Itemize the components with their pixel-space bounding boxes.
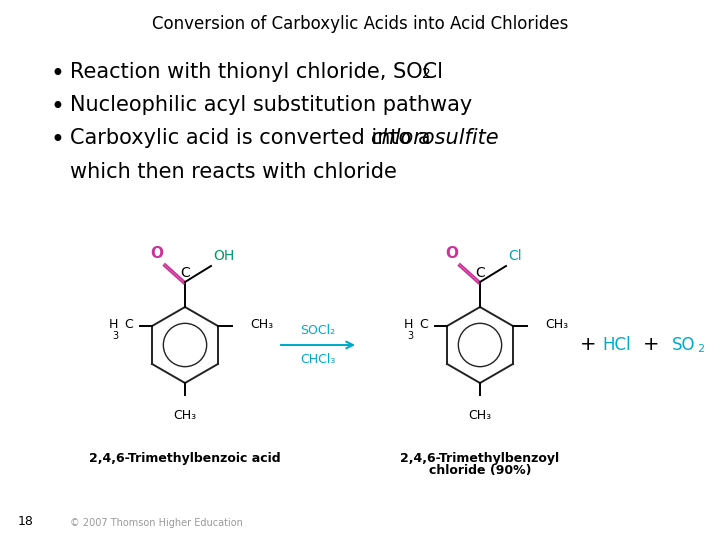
Text: C: C <box>419 319 428 332</box>
Text: •: • <box>50 128 64 152</box>
Text: 2,4,6-Trimethylbenzoic acid: 2,4,6-Trimethylbenzoic acid <box>89 452 281 465</box>
Text: 2: 2 <box>422 67 431 81</box>
Text: C: C <box>475 266 485 280</box>
Text: Reaction with thionyl chloride, SOCl: Reaction with thionyl chloride, SOCl <box>70 62 443 82</box>
Text: +: + <box>643 335 660 354</box>
Text: 2: 2 <box>697 344 704 354</box>
Text: Carboxylic acid is converted into a: Carboxylic acid is converted into a <box>70 128 437 148</box>
Text: SO: SO <box>672 336 696 354</box>
Text: chloride (90%): chloride (90%) <box>428 464 531 477</box>
Text: CH₃: CH₃ <box>174 409 197 422</box>
Text: •: • <box>50 95 64 119</box>
Text: H: H <box>404 319 413 332</box>
Text: •: • <box>50 62 64 86</box>
Text: 3: 3 <box>407 331 413 341</box>
Text: CHCl₃: CHCl₃ <box>300 353 336 366</box>
Text: H: H <box>109 319 118 332</box>
Text: 18: 18 <box>18 515 34 528</box>
Text: 3: 3 <box>112 331 118 341</box>
Text: 2,4,6-Trimethylbenzoyl: 2,4,6-Trimethylbenzoyl <box>400 452 559 465</box>
Text: CH₃: CH₃ <box>545 319 568 332</box>
Text: CH₃: CH₃ <box>469 409 492 422</box>
Text: HCl: HCl <box>603 336 631 354</box>
Text: C: C <box>180 266 190 280</box>
Text: which then reacts with chloride: which then reacts with chloride <box>70 162 397 182</box>
Text: Conversion of Carboxylic Acids into Acid Chlorides: Conversion of Carboxylic Acids into Acid… <box>152 15 568 33</box>
Text: SOCl₂: SOCl₂ <box>300 324 336 337</box>
Text: O: O <box>150 246 163 261</box>
Text: Nucleophilic acyl substitution pathway: Nucleophilic acyl substitution pathway <box>70 95 472 115</box>
Text: OH: OH <box>213 249 234 263</box>
Text: +: + <box>580 335 596 354</box>
Text: © 2007 Thomson Higher Education: © 2007 Thomson Higher Education <box>70 518 243 528</box>
Text: CH₃: CH₃ <box>250 319 273 332</box>
Text: chlorosulfite: chlorosulfite <box>370 128 499 148</box>
Text: C: C <box>124 319 133 332</box>
Text: Cl: Cl <box>508 249 521 263</box>
Text: O: O <box>446 246 459 261</box>
